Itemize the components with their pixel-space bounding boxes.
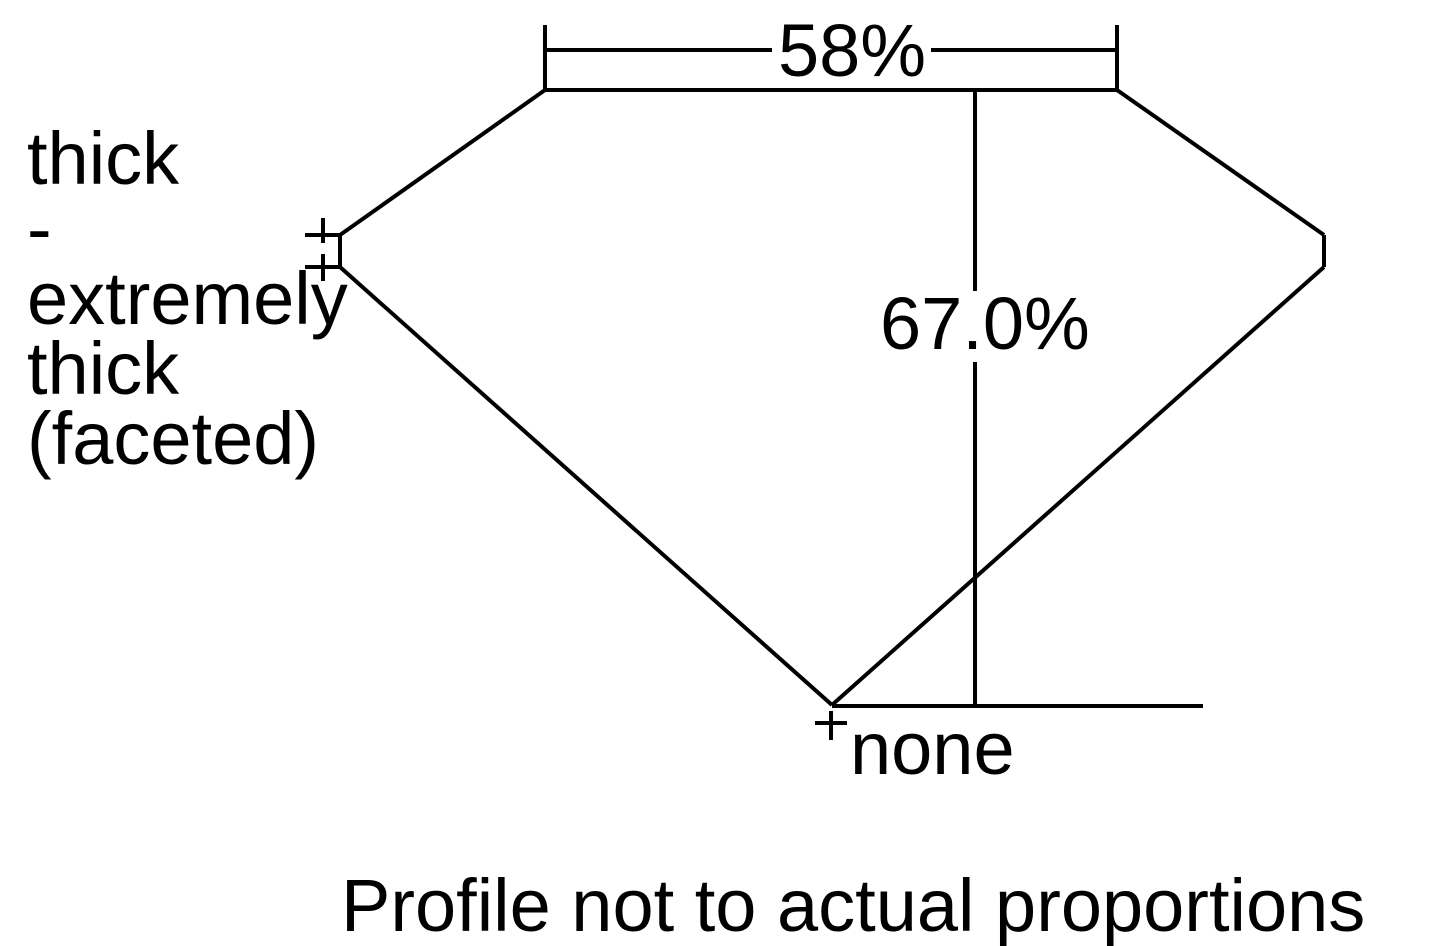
girdle-label-line-2: - [27,187,52,270]
pavilion-left-line [338,265,834,707]
table-width-label: 58% [778,9,927,92]
depth-percent-label: 67.0% [880,282,1090,365]
girdle-label-line-4: thick [27,327,180,410]
girdle-label-line-5: (faceted) [27,397,320,480]
profile-footnote: Profile not to actual proportions [341,864,1366,946]
girdle-label-line-3: extremely [27,257,348,340]
girdle-thickness-label: thick - extremely thick (faceted) [27,117,348,480]
crown-left-line [338,88,547,237]
girdle-label-line-1: thick [27,117,180,200]
pavilion-right-line [830,265,1326,707]
culet-label: none [850,707,1015,790]
crown-right-line [1115,88,1326,237]
